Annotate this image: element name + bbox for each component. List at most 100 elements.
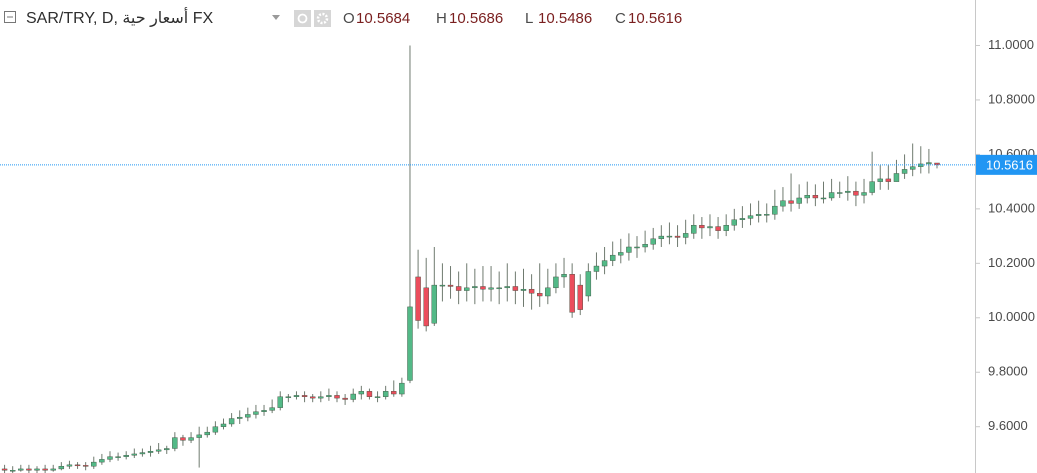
candle-body [115, 456, 121, 458]
candle-body [682, 233, 689, 238]
y-tick-label: 10.0000 [988, 309, 1035, 324]
candle-body [585, 271, 592, 297]
candle-body [626, 246, 632, 253]
y-tick-label: 9.6000 [988, 418, 1028, 433]
candle-body [34, 468, 40, 471]
candle-body [188, 437, 194, 441]
candle-body [747, 215, 754, 219]
candle-body [66, 464, 73, 467]
candle-body [237, 416, 243, 419]
candle-body [261, 410, 267, 412]
candle-body [715, 226, 721, 231]
candle-body [934, 162, 940, 166]
candle-body [901, 169, 908, 174]
dropdown-arrow[interactable] [272, 15, 280, 20]
visibility-button[interactable] [294, 10, 311, 27]
candle-body [180, 437, 186, 441]
ohlc-value: 10.5616 [628, 10, 682, 27]
ohlc-label: C [615, 10, 626, 27]
candle-body [780, 200, 786, 207]
eye-icon [297, 13, 308, 24]
candle-body [520, 288, 527, 291]
candle-body [731, 219, 737, 226]
candle-body [788, 200, 794, 204]
candle-body [334, 395, 340, 399]
candle-body [26, 468, 32, 471]
ohlc-label: H [436, 10, 447, 27]
candle-body [382, 391, 389, 397]
candle-body [601, 260, 608, 267]
candle-body [147, 451, 154, 453]
candle-body [707, 226, 713, 229]
candle-body [391, 391, 397, 395]
candle-body [326, 395, 332, 397]
last-price-box [976, 154, 1037, 175]
candle-body [496, 287, 502, 290]
candle-body [837, 192, 843, 194]
candle-body [845, 190, 851, 193]
candle-body [650, 238, 656, 245]
settings-button[interactable] [314, 10, 331, 27]
candle-body [658, 235, 665, 240]
candle-body [366, 391, 373, 397]
candle-body [342, 397, 348, 400]
candle-body [828, 192, 835, 199]
candle-body [861, 192, 867, 196]
candle-body [439, 284, 446, 287]
candle-body [772, 205, 778, 215]
y-tick-label: 10.4000 [988, 200, 1035, 215]
candle-body [42, 468, 48, 471]
candle-body [480, 286, 486, 290]
candle-body [164, 448, 170, 451]
candle-body [691, 224, 697, 234]
candle-body [812, 195, 819, 199]
legend-header: SAR/TRY, D, أسعار حية FX O 10.5684 H 10.568… [4, 7, 682, 28]
candle-body [885, 178, 892, 182]
candle-body [196, 434, 202, 438]
candle-body [220, 423, 227, 427]
candle-body [553, 276, 559, 289]
candle-body [253, 411, 259, 415]
candle-body [107, 456, 113, 460]
candle-body [18, 468, 24, 471]
candle-body [455, 286, 462, 291]
candle-body [82, 465, 89, 467]
candle-body [172, 437, 178, 449]
candle-body [155, 449, 162, 452]
candle-body [423, 287, 429, 327]
candle-body [350, 393, 356, 400]
candle-body [228, 418, 235, 425]
candle-body [58, 465, 65, 470]
candle-body [431, 284, 438, 324]
candle-body [537, 293, 543, 297]
candle-body [666, 235, 673, 238]
candle-body [301, 395, 308, 397]
ohlc-label: O [343, 10, 355, 27]
candle-body [399, 382, 405, 395]
chart-title: SAR/TRY, D, أسعار حية FX [26, 7, 213, 28]
candle-body [9, 470, 16, 472]
candle-body [269, 407, 275, 411]
candle-body [464, 287, 470, 291]
candle-body [204, 431, 210, 436]
candle-body [285, 396, 292, 398]
candle-body [820, 197, 827, 200]
candle-body [139, 452, 146, 455]
candle-body [407, 306, 413, 381]
candle-body [277, 396, 283, 408]
candle-body [99, 459, 105, 463]
ohlc-value: 10.5684 [356, 10, 410, 27]
ohlc-label: L [525, 10, 533, 27]
candle-body [309, 396, 316, 399]
candle-body [131, 453, 138, 456]
candle-body [358, 391, 365, 395]
candle-body [1, 468, 8, 471]
candle-body [447, 284, 454, 287]
candle-body [739, 218, 746, 220]
candle-body [374, 396, 381, 398]
candle-body [877, 178, 883, 182]
candle-body [577, 284, 583, 310]
candle-body [893, 173, 900, 182]
y-tick-label: 9.8000 [988, 364, 1028, 379]
